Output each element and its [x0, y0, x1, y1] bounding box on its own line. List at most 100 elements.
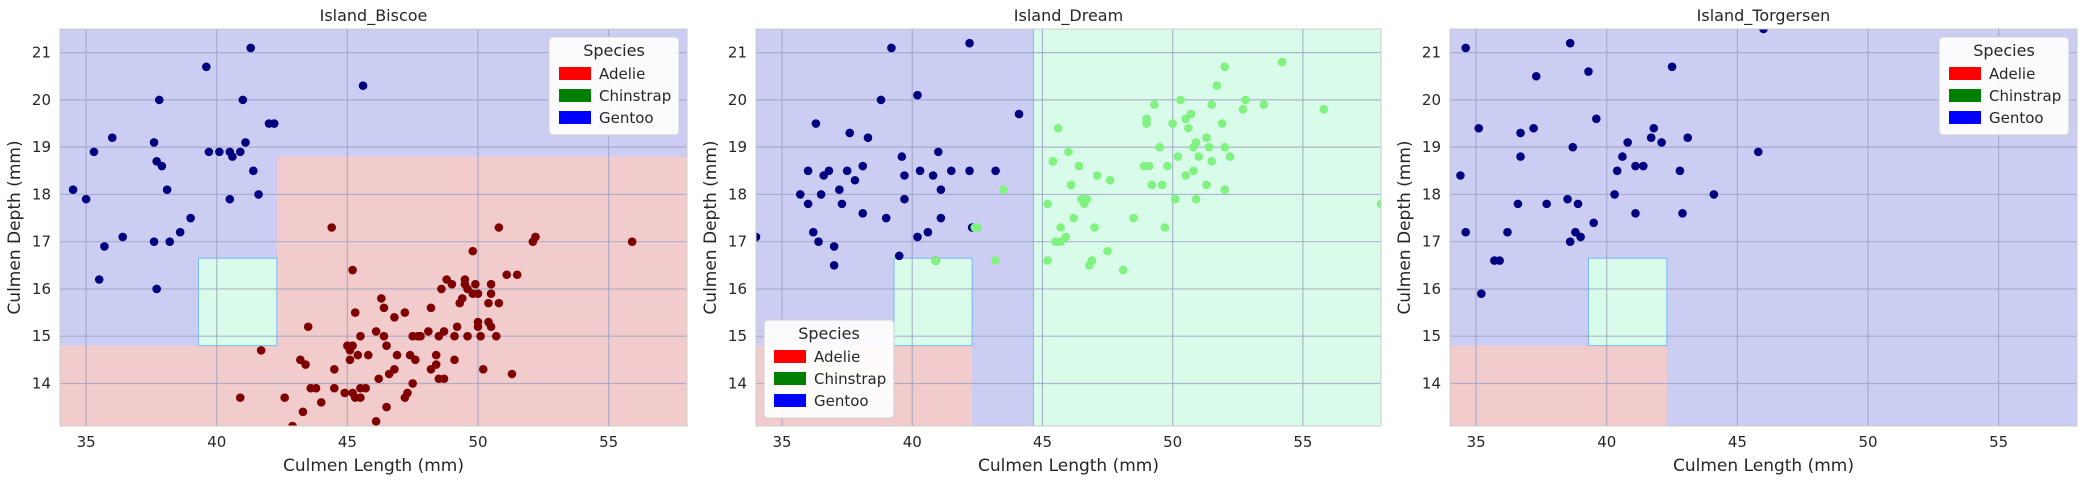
- data-point-chinstrap: [1155, 142, 1164, 152]
- data-point-adelie: [437, 284, 446, 294]
- y-tick-label: 15: [1422, 327, 1441, 345]
- data-point-chinstrap: [1168, 119, 1177, 128]
- data-point-chinstrap: [1319, 105, 1329, 114]
- data-point-gentoo: [965, 38, 974, 48]
- data-point-adelie: [627, 237, 637, 246]
- data-point-chinstrap: [1092, 171, 1102, 180]
- data-point-chinstrap: [1220, 185, 1230, 194]
- y-tick-label: 18: [32, 185, 51, 203]
- y-tick-label: 19: [728, 138, 747, 156]
- data-point-adelie: [392, 350, 402, 360]
- data-point-adelie: [350, 308, 360, 317]
- data-point-adelie: [450, 355, 459, 365]
- data-point-gentoo: [1516, 152, 1525, 161]
- data-point-gentoo: [1657, 138, 1666, 147]
- legend-entry-gentoo: Gentoo: [1989, 109, 2044, 127]
- data-point-chinstrap: [1118, 265, 1128, 275]
- data-point-chinstrap: [1082, 194, 1092, 204]
- data-point-adelie: [424, 327, 433, 336]
- data-point-adelie: [476, 331, 485, 341]
- data-point-adelie: [431, 350, 441, 360]
- data-point-chinstrap: [1176, 95, 1185, 105]
- data-point-gentoo: [1456, 171, 1465, 180]
- data-point-gentoo: [241, 138, 250, 147]
- data-point-adelie: [460, 275, 470, 284]
- legend-entry-adelie: Adelie: [599, 65, 645, 83]
- data-point-gentoo: [876, 95, 886, 105]
- legend-swatch-chinstrap: [774, 372, 806, 385]
- data-point-chinstrap: [1376, 199, 1381, 209]
- decision-region-chinstrap: [894, 258, 973, 346]
- legend-swatch-gentoo: [1949, 111, 1981, 124]
- data-point-chinstrap: [1225, 152, 1235, 161]
- data-point-adelie: [382, 341, 391, 350]
- y-tick-label: 19: [32, 138, 51, 156]
- data-point-chinstrap: [1170, 194, 1180, 204]
- y-tick-label: 15: [728, 327, 747, 345]
- data-point-chinstrap: [1066, 180, 1076, 190]
- data-point-gentoo: [1759, 29, 1768, 34]
- data-point-gentoo: [1461, 227, 1470, 237]
- data-point-chinstrap: [1087, 256, 1097, 265]
- data-point-adelie: [374, 374, 384, 384]
- data-point-gentoo: [1753, 147, 1763, 157]
- x-axis-label: Culmen Length (mm): [1673, 456, 1854, 476]
- data-point-adelie: [371, 327, 381, 336]
- data-point-adelie: [390, 312, 399, 322]
- data-point-chinstrap: [1139, 161, 1149, 171]
- data-point-gentoo: [858, 161, 868, 171]
- data-point-gentoo: [1612, 166, 1622, 176]
- data-point-chinstrap: [1220, 62, 1230, 72]
- data-point-chinstrap: [1207, 100, 1217, 109]
- data-point-adelie: [447, 279, 457, 289]
- data-point-chinstrap: [1204, 142, 1214, 152]
- data-point-adelie: [403, 388, 412, 398]
- data-point-adelie: [363, 350, 373, 360]
- data-point-adelie: [256, 346, 266, 355]
- data-point-chinstrap: [1241, 95, 1250, 105]
- x-tick-label: 45: [1728, 433, 1747, 451]
- data-point-gentoo: [1542, 199, 1551, 209]
- data-point-chinstrap: [1150, 100, 1159, 109]
- y-tick-label: 20: [728, 91, 747, 109]
- data-point-chinstrap: [1173, 152, 1183, 161]
- data-point-gentoo: [1610, 190, 1619, 199]
- legend-title: Species: [1973, 41, 2035, 60]
- data-point-adelie: [348, 265, 357, 275]
- x-tick-label: 50: [468, 433, 487, 451]
- data-point-gentoo: [1589, 218, 1598, 228]
- data-point-chinstrap: [1191, 138, 1201, 147]
- data-point-gentoo: [165, 237, 175, 246]
- legend-entry-adelie: Adelie: [814, 348, 860, 366]
- data-point-gentoo: [933, 147, 943, 157]
- data-point-adelie: [345, 355, 355, 365]
- data-point-gentoo: [202, 62, 211, 72]
- data-point-adelie: [303, 322, 313, 332]
- data-point-chinstrap: [1129, 213, 1138, 223]
- data-point-gentoo: [850, 175, 860, 185]
- data-point-adelie: [439, 327, 449, 336]
- legend-entry-adelie: Adelie: [1989, 65, 2035, 83]
- y-tick-label: 19: [1422, 138, 1441, 156]
- data-point-gentoo: [1639, 161, 1648, 171]
- data-point-chinstrap: [1191, 194, 1201, 204]
- legend-entry-chinstrap: Chinstrap: [599, 87, 671, 105]
- legend-entry-gentoo: Gentoo: [599, 109, 654, 127]
- data-point-chinstrap: [1074, 161, 1084, 171]
- data-point-gentoo: [803, 199, 813, 209]
- data-point-adelie: [452, 322, 462, 332]
- data-point-adelie: [484, 298, 493, 308]
- y-axis-label: Culmen Depth (mm): [701, 140, 721, 314]
- data-point-gentoo: [991, 166, 1000, 176]
- data-point-chinstrap: [1090, 223, 1099, 232]
- legend-swatch-gentoo: [774, 394, 806, 407]
- y-tick-label: 14: [728, 374, 747, 392]
- data-point-gentoo: [811, 119, 821, 128]
- data-point-gentoo: [863, 133, 873, 143]
- data-point-chinstrap: [1105, 175, 1115, 185]
- legend-swatch-gentoo: [559, 111, 591, 124]
- data-point-gentoo: [795, 190, 805, 199]
- data-point-adelie: [361, 383, 370, 393]
- legend-swatch-adelie: [1949, 67, 1981, 80]
- data-point-chinstrap: [1183, 123, 1193, 133]
